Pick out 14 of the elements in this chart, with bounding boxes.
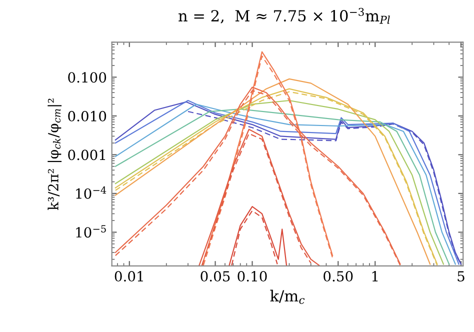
y-tick-label: 10$^{−5}$ — [76, 225, 106, 238]
x-tick-label: 0.50 — [324, 271, 353, 282]
x-tick-label: 0.01 — [114, 271, 143, 282]
x-tick-label: 0.05 — [200, 271, 230, 282]
x-tick-label: 1 — [372, 271, 378, 282]
chart-title: n = 2, M ≈ 7.75 × 10$^{−3}$m$_{Pl}$ — [178, 8, 390, 24]
y-tick-label: 0.010 — [68, 110, 106, 122]
y-axis-title: k³/2π² |φ$_{ck}$/φ$_{cm}$|² — [48, 98, 62, 210]
x-axis-title: k/m$_{c}$ — [270, 290, 305, 304]
x-tick-label: 0.10 — [238, 271, 267, 282]
y-tick-label: 0.100 — [68, 72, 106, 83]
x-tick-label: 5 — [458, 271, 464, 282]
y-tick-label: 0.001 — [68, 150, 106, 160]
y-tick-label: 10$^{−4}$ — [76, 186, 106, 199]
